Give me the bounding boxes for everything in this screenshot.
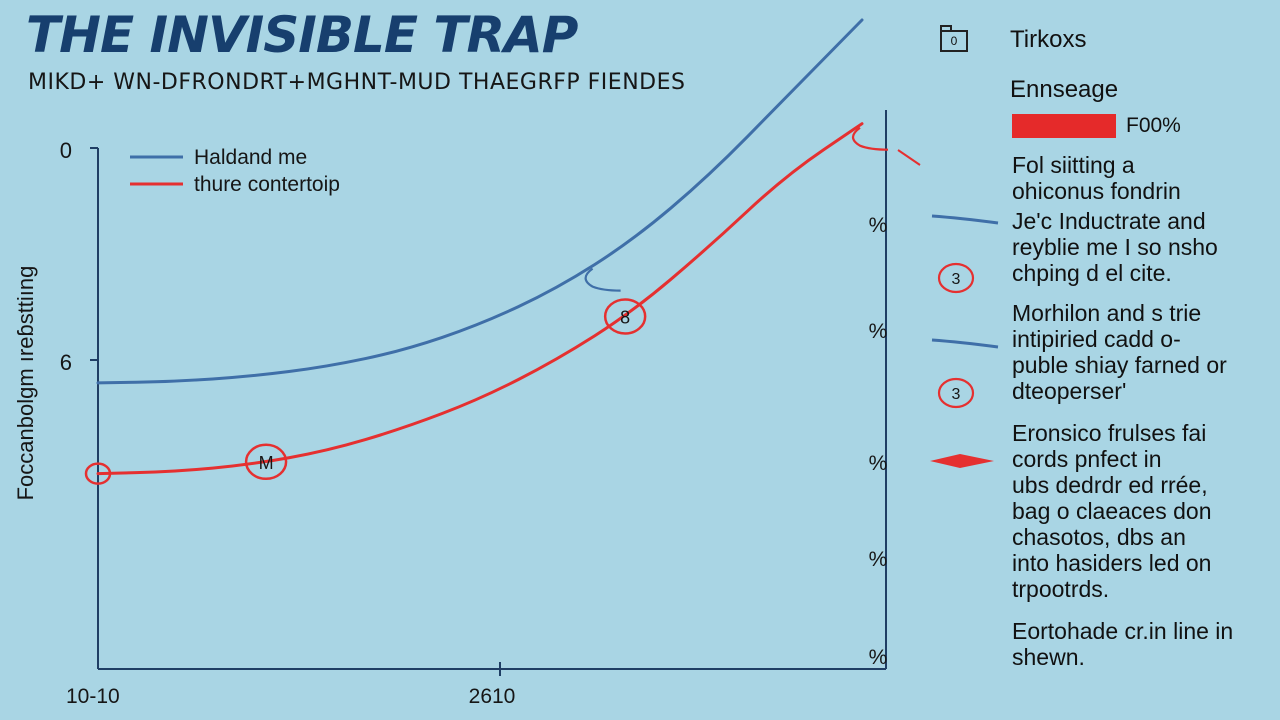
paragraph-line: chasotos, dbs an [1012,524,1186,550]
paragraph-line: reyblie me I so nsho [1012,234,1218,260]
panel-paragraph: Je'c Inductrate and reyblie me I so nsho c… [1012,208,1218,286]
panel-markers: 33 [930,214,999,468]
chart-axes [90,110,887,676]
paragraph-line: chping d el cite. [1012,260,1172,286]
paragraph-line: ohiconus fondrin [1012,178,1181,204]
series-line-0 [96,18,864,385]
annotation-circle [244,443,288,481]
paragraph-line: Eronsico frulses fai [1012,420,1207,446]
annotation-hook [851,126,889,151]
series-layer [96,18,864,476]
legend-entry: Haldand me [194,146,307,169]
paragraph-line: Eortohade cr.in line in [1012,618,1234,644]
annotation-label: M [259,453,274,473]
blue-line-marker-icon [931,214,999,225]
annotation-layer: M8 [84,126,921,485]
y-tick-label: 0 [60,138,72,163]
marker-label: 3 [952,386,961,403]
chart-legend: Haldand me thure contertoip [130,146,340,196]
paragraph-line: puble shiay farned or [1012,352,1227,378]
panel-red-bar [1012,114,1116,138]
panel-title: Tirkoxs [1010,26,1087,53]
right-tick-label: % [869,548,888,571]
x-tick-label: 10-10 [66,685,120,708]
paragraph-line: dteoperser' [1012,378,1127,404]
chart-title: THE INVISIBLE TRAP [26,6,578,64]
paragraph-line: ubs dedrdr ed rrée, [1012,472,1208,498]
right-tick-label: % [869,452,888,475]
right-tick-label: % [869,320,888,343]
panel-bar-label: F00% [1126,114,1181,137]
annotation-hook [584,267,621,292]
panel-paragraph: Eronsico frulses fai cords pnfect in ubs d… [1012,420,1212,602]
chart-subtitle: MIKD+ WN-DFRONDRT+MGHNT-MUD THAEGRFP FIE… [28,70,686,95]
annotation-tick [897,149,921,166]
axis-labels: 0 6 10-10 2610%%%%% Foccanbolgm ıreɓsttiıng [13,138,887,708]
paragraph-line: intipiried cadd o- [1012,326,1181,352]
series-line-1 [96,122,864,476]
red-arrow-marker-icon [930,454,994,468]
paragraph-line: shewn. [1012,644,1085,670]
paragraph-line: Je'c Inductrate and [1012,208,1206,234]
paragraph-line: trpootrds. [1012,576,1110,602]
paragraph-line: into hasiders led on [1012,550,1212,576]
paragraph-line: Fol siitting a [1012,152,1135,178]
x-tick-label: 2610 [469,685,516,708]
annotation-label: 8 [620,307,630,327]
y-tick-label: 6 [60,350,72,375]
paragraph-line: cords pnfect in [1012,446,1162,472]
panel-heading: Ennseage [1010,76,1119,103]
panel-paragraph: Morhilon and s trie intipiried cadd o-pub… [1012,300,1227,404]
right-tick-label: % [869,214,888,237]
annotation-circle [84,462,112,485]
paragraph-line: Morhilon and s trie [1012,300,1202,326]
circled-number-icon [937,377,975,409]
panel-paragraph: Fol siitting a ohiconus fondrin [1012,152,1181,204]
marker-label: 3 [952,271,961,288]
panel-paragraph: Eortohade cr.in line in shewn. [1012,618,1233,670]
right-tick-label: % [869,646,888,669]
folder-icon: 0 [940,25,968,52]
y-axis-label: Foccanbolgm ıreɓsttiıng [13,266,38,501]
blue-line-marker-icon [931,338,999,349]
circled-number-icon [937,262,975,294]
paragraph-line: bag o claeaces don [1012,498,1212,524]
legend-entry: thure contertoip [194,173,340,196]
annotation-circle [603,298,647,335]
